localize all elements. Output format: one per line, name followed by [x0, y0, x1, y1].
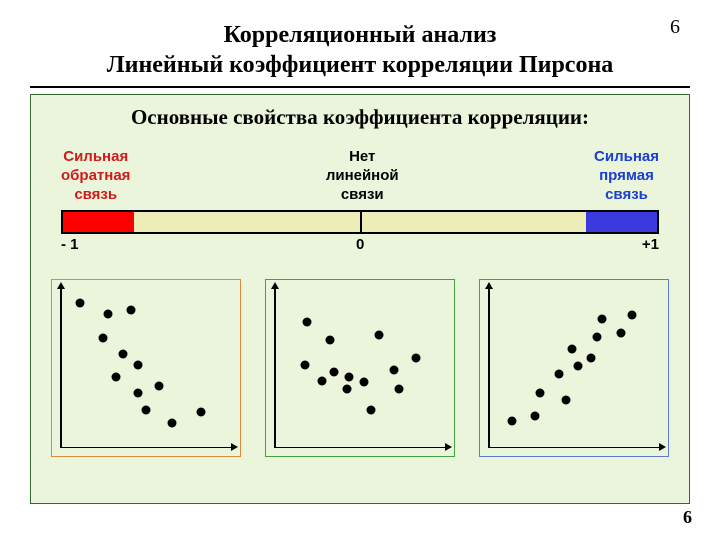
data-point: [76, 299, 85, 308]
scatter-plots-row: [31, 279, 689, 457]
data-point: [628, 311, 637, 320]
title-line-2: Линейный коэффициент корреляции Пирсона: [0, 50, 720, 80]
label-strong-negative: Сильная обратная связь: [61, 148, 130, 204]
x-axis-arrow-icon: [659, 443, 666, 451]
y-axis-arrow-icon: [485, 282, 493, 289]
data-point: [586, 353, 595, 362]
data-point: [568, 344, 577, 353]
tick-minus-one: - 1: [61, 236, 79, 253]
slide-root: 6 Корреляционный анализ Линейный коэффиц…: [0, 0, 720, 540]
panel-title: Основные свойства коэффициента корреляци…: [31, 105, 689, 130]
data-point: [359, 378, 368, 387]
label-strong-positive: Сильная прямая связь: [594, 148, 659, 204]
data-point: [342, 385, 351, 394]
scale-midline: [360, 210, 362, 234]
correlation-labels-row: Сильная обратная связь Нет линейной связ…: [31, 148, 689, 204]
positive-correlation-plot: [479, 279, 669, 457]
scale-segment-positive: [586, 212, 657, 232]
data-point: [554, 369, 563, 378]
scale-tick-labels: - 1 0 +1: [61, 236, 659, 253]
y-axis: [274, 286, 276, 448]
x-axis: [60, 447, 234, 449]
y-axis: [488, 286, 490, 448]
page-number-top: 6: [670, 16, 680, 39]
data-point: [196, 408, 205, 417]
x-axis-arrow-icon: [445, 443, 452, 451]
data-point: [126, 306, 135, 315]
scale-bar: [61, 210, 659, 234]
data-point: [318, 376, 327, 385]
no-correlation-plot: [265, 279, 455, 457]
label-no-linear: Нет линейной связи: [326, 148, 399, 204]
data-point: [98, 334, 107, 343]
data-point: [303, 318, 312, 327]
data-point: [134, 388, 143, 397]
data-point: [412, 353, 421, 362]
scale: - 1 0 +1: [61, 210, 659, 253]
data-point: [301, 360, 310, 369]
data-point: [111, 373, 120, 382]
data-point: [104, 309, 113, 318]
data-point: [562, 395, 571, 404]
data-point: [536, 388, 545, 397]
x-axis-arrow-icon: [231, 443, 238, 451]
tick-plus-one: +1: [642, 236, 659, 253]
data-point: [168, 418, 177, 427]
y-axis: [60, 286, 62, 448]
data-point: [592, 332, 601, 341]
data-point: [530, 411, 539, 420]
data-point: [329, 367, 338, 376]
content-panel: Основные свойства коэффициента корреляци…: [30, 94, 690, 504]
data-point: [134, 360, 143, 369]
data-point: [119, 350, 128, 359]
page-number-bottom: 6: [683, 507, 692, 528]
tick-zero: 0: [356, 236, 364, 253]
negative-correlation-plot: [51, 279, 241, 457]
data-point: [155, 381, 164, 390]
data-point: [389, 366, 398, 375]
data-point: [617, 329, 626, 338]
data-point: [395, 385, 404, 394]
data-point: [142, 406, 151, 415]
title-underline: [30, 86, 690, 88]
x-axis: [488, 447, 662, 449]
data-point: [374, 330, 383, 339]
data-point: [507, 417, 516, 426]
title-block: Корреляционный анализ Линейный коэффицие…: [0, 0, 720, 80]
title-line-1: Корреляционный анализ: [0, 20, 720, 50]
data-point: [325, 336, 334, 345]
y-axis-arrow-icon: [271, 282, 279, 289]
data-point: [598, 314, 607, 323]
x-axis: [274, 447, 448, 449]
data-point: [344, 373, 353, 382]
y-axis-arrow-icon: [57, 282, 65, 289]
data-point: [367, 406, 376, 415]
scale-segment-negative: [63, 212, 134, 232]
data-point: [573, 362, 582, 371]
